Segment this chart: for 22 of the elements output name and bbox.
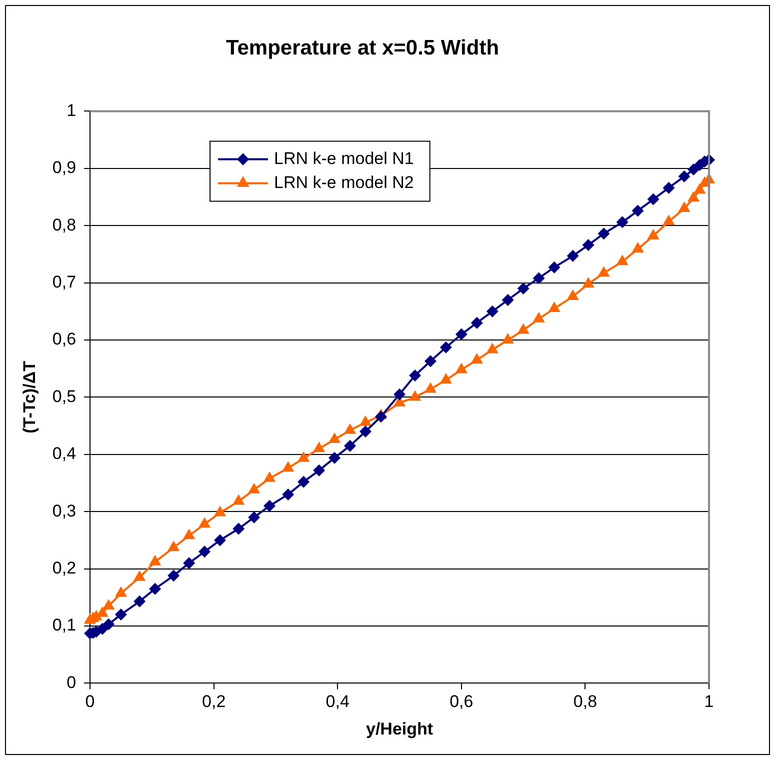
y-tick-label: 0,7 xyxy=(52,272,76,292)
y-tick-label: 0,4 xyxy=(52,444,76,464)
x-tick-label: 0,2 xyxy=(202,692,226,712)
x-tick-label: 0 xyxy=(85,692,95,712)
chart-title: Temperature at x=0.5 Width xyxy=(226,36,500,60)
legend-label: LRN k-e model N2 xyxy=(274,172,414,192)
x-tick-label: 1 xyxy=(704,692,714,712)
y-tick-label: 0,6 xyxy=(52,330,76,349)
y-axis-title: (T-Tc)/ΔT xyxy=(20,360,39,434)
y-tick-label: 0,9 xyxy=(52,158,76,178)
y-tick-label: 0,1 xyxy=(52,616,76,635)
y-tick-label: 1 xyxy=(66,100,76,120)
y-tick-label: 0,3 xyxy=(52,501,76,520)
y-tick-label: 0,2 xyxy=(52,558,76,578)
x-tick-label: 0,4 xyxy=(326,692,350,712)
x-tick-label: 0,6 xyxy=(450,692,474,712)
y-tick-label: 0,5 xyxy=(52,386,76,406)
legend-label: LRN k-e model N1 xyxy=(274,148,414,168)
x-tick-label: 0,8 xyxy=(573,692,598,712)
y-tick-label: 0 xyxy=(66,672,76,692)
y-tick-label: 0,8 xyxy=(52,215,76,234)
x-axis-title: y/Height xyxy=(366,719,434,738)
